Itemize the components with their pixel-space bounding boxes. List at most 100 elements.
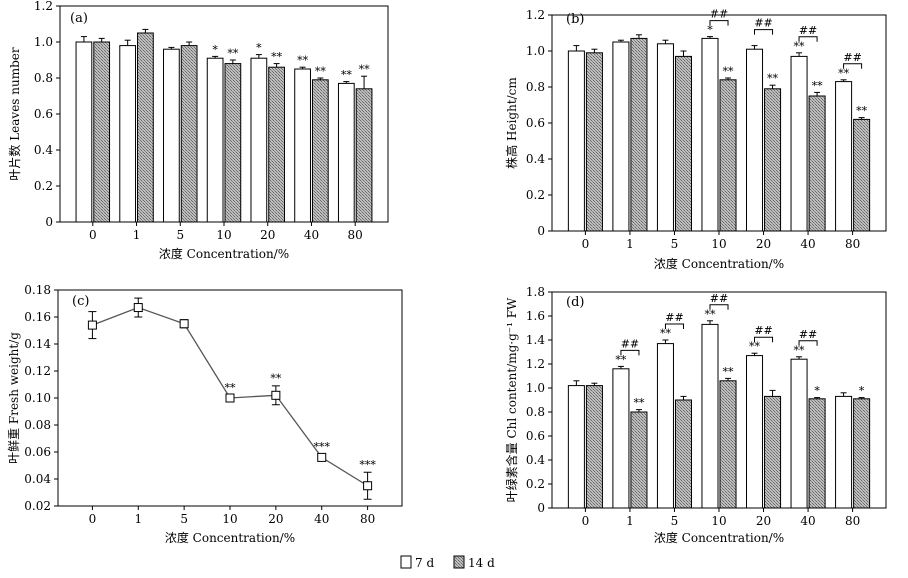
x-tick-label: 40 <box>304 228 319 242</box>
bar-7d <box>163 48 180 223</box>
x-tick-label: 80 <box>360 512 375 526</box>
y-tick-label: 0.02 <box>24 499 51 513</box>
bar-14d <box>224 63 242 223</box>
y-tick-label: 0.08 <box>24 418 51 432</box>
bar-14d <box>585 52 603 232</box>
x-tick-label: 1 <box>626 514 634 528</box>
y-tick-label: 0.6 <box>526 116 545 130</box>
chart-panel-a: 0 0.2 0.4 0.6 0.8 1.0 1.2 0 1 5 10 20 40 80 浓度 Concent… <box>7 0 389 261</box>
y-tick-label: 0.6 <box>34 107 53 121</box>
data-point <box>271 390 281 400</box>
y-tick-label: 1.0 <box>34 35 53 49</box>
bar-7d <box>701 37 719 232</box>
bar-7d <box>567 385 585 509</box>
bar-7d <box>790 358 808 509</box>
bar-14d <box>355 88 373 223</box>
y-tick-label: 1.0 <box>526 381 545 395</box>
bar-7d <box>656 343 674 509</box>
y-tick-label: 0.4 <box>34 143 53 157</box>
y-axis-title: 叶鲜重 Fresh weight/g <box>7 332 21 464</box>
significance-mark: ** <box>660 327 672 340</box>
x-axis-title: 浓度 Concentration/% <box>159 246 289 261</box>
data-point <box>317 452 327 462</box>
bracket-label: ## <box>843 51 861 64</box>
x-axis-title: 浓度 Concentration/% <box>654 256 784 271</box>
y-axis-title: 叶片数 Leaves number <box>7 47 22 181</box>
bar-14d <box>853 398 871 509</box>
y-tick-label: 1.2 <box>526 357 545 371</box>
significance-mark: * <box>814 385 820 398</box>
data-point <box>225 393 235 403</box>
x-tick-label: 20 <box>756 514 771 528</box>
bar-7d <box>790 55 808 232</box>
x-tick-label: 5 <box>176 228 184 242</box>
x-axis-title: 浓度 Concentration/% <box>165 530 295 545</box>
y-tick-label: 0.8 <box>526 80 545 94</box>
bar-14d <box>719 380 737 509</box>
significance-mark: ** <box>633 397 645 410</box>
y-axis-title: 株高 Height/cm <box>504 77 519 169</box>
significance-mark: ** <box>297 54 309 67</box>
bar-14d <box>311 79 329 223</box>
significance-mark: ** <box>723 365 735 378</box>
bar-14d <box>93 41 111 223</box>
bracket-label: ## <box>799 328 817 341</box>
bar-14d <box>674 399 692 509</box>
x-tick-label: 40 <box>314 512 329 526</box>
x-tick-label: 20 <box>756 237 771 251</box>
y-tick-label: 0.4 <box>526 152 545 166</box>
bar-7d <box>656 43 674 232</box>
bar-7d <box>612 41 630 232</box>
y-axis-title: 叶绿素含量 Chl content/mg·g⁻¹ FW <box>504 297 519 502</box>
bar-14d <box>853 118 871 232</box>
bar-14d <box>585 385 603 509</box>
legend-label-14d: 14 d <box>468 556 495 570</box>
y-tick-label: 1.4 <box>526 333 545 347</box>
data-point <box>179 319 189 329</box>
comparison-bracket <box>620 349 640 356</box>
y-tick-label: 0.04 <box>24 472 51 486</box>
significance-mark: ** <box>227 47 239 60</box>
x-tick-label: 0 <box>89 228 97 242</box>
significance-mark: ** <box>794 40 806 53</box>
bracket-label: ## <box>665 311 683 324</box>
y-tick-label: 0 <box>537 501 545 515</box>
data-point <box>133 303 143 313</box>
bar-14d <box>764 88 782 232</box>
x-tick-label: 80 <box>348 228 363 242</box>
bracket-label: ## <box>754 324 772 337</box>
significance-mark: ** <box>838 67 850 80</box>
y-tick-label: 1.2 <box>526 8 545 22</box>
bracket-label: ## <box>754 17 772 30</box>
significance-mark: ** <box>812 79 824 92</box>
legend-swatch-7d <box>400 555 412 569</box>
comparison-bracket <box>709 304 729 310</box>
comparison-bracket <box>798 340 818 346</box>
data-point <box>87 320 97 330</box>
significance-mark: ** <box>225 381 237 394</box>
x-tick-label: 1 <box>626 237 634 251</box>
bar-14d <box>630 37 648 232</box>
bracket-label: ## <box>710 8 728 21</box>
y-tick-label: 0.06 <box>24 445 51 459</box>
legend-label-7d: 7 d <box>415 556 434 570</box>
significance-mark: ** <box>359 63 371 76</box>
bar-7d <box>701 323 719 509</box>
comparison-bracket <box>754 336 774 343</box>
bracket-label: ## <box>799 24 817 37</box>
x-tick-label: 10 <box>222 512 237 526</box>
significance-mark: ** <box>341 69 353 82</box>
bar-7d <box>119 45 137 223</box>
bar-7d <box>206 57 224 223</box>
bar-7d <box>835 81 853 232</box>
chart-panel-c: 0.02 0.04 0.06 0.08 0.10 0.12 0.14 0.16 0.18 0 1 5 1… <box>7 283 403 545</box>
panel-label: (a) <box>70 11 88 26</box>
x-tick-label: 5 <box>180 512 188 526</box>
y-tick-label: 0.8 <box>526 405 545 419</box>
bar-14d <box>808 95 826 232</box>
bar-7d <box>250 57 268 223</box>
y-tick-label: 0.4 <box>526 453 545 467</box>
bar-14d <box>719 79 737 232</box>
y-tick-label: 0.2 <box>526 477 545 491</box>
